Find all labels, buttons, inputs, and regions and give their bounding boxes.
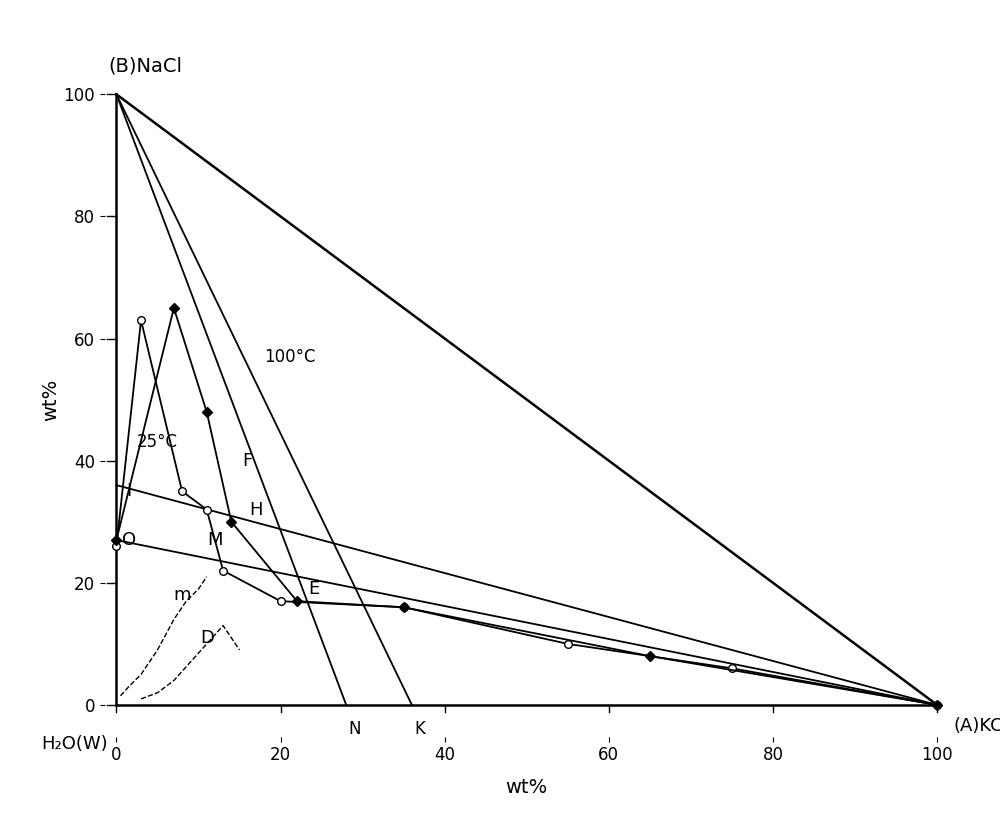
- Text: wt%: wt%: [506, 778, 548, 798]
- Text: F: F: [243, 452, 253, 470]
- Text: M: M: [207, 531, 223, 549]
- Text: m: m: [173, 586, 191, 604]
- Text: N: N: [348, 720, 361, 738]
- Text: I: I: [126, 482, 131, 500]
- Text: O: O: [122, 531, 136, 549]
- Text: (A)KCl: (A)KCl: [954, 717, 1000, 735]
- Text: 100°C: 100°C: [264, 348, 316, 366]
- Text: D: D: [200, 629, 214, 647]
- Text: wt%: wt%: [41, 378, 60, 421]
- Text: (B)NaCl: (B)NaCl: [108, 57, 182, 76]
- Text: H₂O(W): H₂O(W): [42, 736, 108, 753]
- Text: H: H: [249, 500, 263, 518]
- Text: K: K: [415, 720, 426, 738]
- Text: 25°C: 25°C: [137, 433, 178, 452]
- Text: E: E: [308, 580, 319, 598]
